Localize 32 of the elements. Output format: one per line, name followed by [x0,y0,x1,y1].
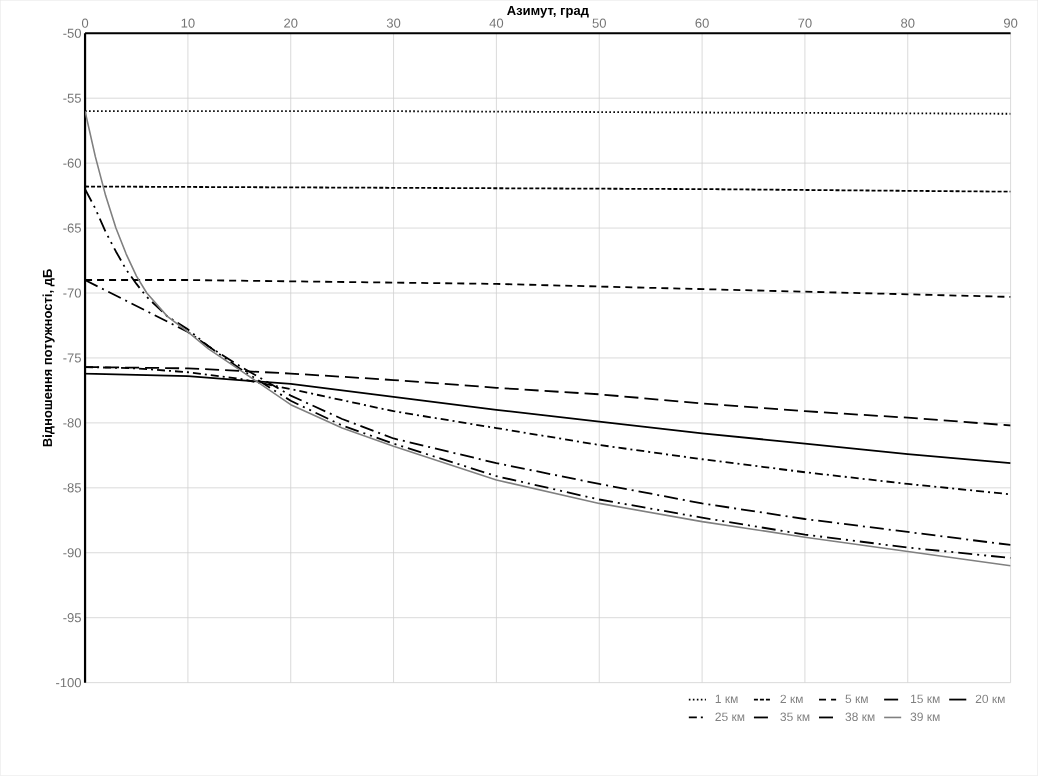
y-tick-label: -90 [63,548,82,558]
y-tick-label: -80 [63,418,82,428]
y-tick-label: -60 [63,158,82,168]
x-tick-label: 60 [695,18,709,28]
x-tick-label: 30 [386,18,401,28]
x-tick-label: 10 [181,18,195,28]
legend-label: 38 км [845,712,875,722]
x-axis-title: Азимут, град [507,6,589,18]
legend-label: 20 км [975,694,1005,704]
legend-label: 2 км [780,694,803,704]
x-tick-label: 90 [1003,18,1018,28]
x-tick-label: 20 [284,18,298,28]
legend-label: 5 км [845,694,868,704]
y-tick-label: -55 [63,93,81,103]
y-tick-label: -100 [56,678,82,688]
y-tick-label: -50 [63,28,82,38]
legend-label: 39 км [910,712,940,722]
y-tick-label: -70 [63,288,82,298]
legend-label: 1 км [715,694,738,704]
x-tick-label: 0 [81,18,89,28]
x-tick-label: 80 [901,18,915,28]
legend-label: 35 км [780,712,810,722]
y-tick-label: -75 [63,353,81,363]
x-tick-label: 70 [798,18,812,28]
y-tick-label: -85 [63,483,81,493]
legend-label: 25 км [715,712,745,722]
y-tick-label: -95 [63,613,81,623]
x-tick-label: 50 [592,18,606,28]
legend-label: 15 км [911,694,940,704]
x-tick-label: 40 [489,18,504,28]
y-axis-title: Відношення потужності, дБ [42,269,55,447]
y-tick-label: -65 [63,223,81,233]
